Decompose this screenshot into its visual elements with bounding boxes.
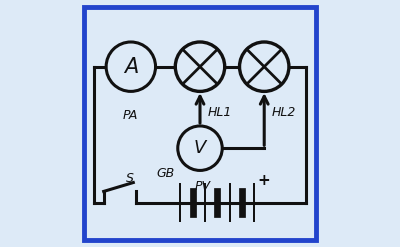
Text: GB: GB	[156, 167, 174, 180]
Text: PV: PV	[194, 180, 210, 193]
Circle shape	[175, 42, 225, 91]
Text: PA: PA	[123, 109, 138, 122]
Circle shape	[106, 42, 156, 91]
Circle shape	[178, 126, 222, 170]
Text: HL2: HL2	[272, 106, 296, 119]
Circle shape	[240, 42, 289, 91]
Text: HL1: HL1	[208, 106, 232, 119]
Text: V: V	[194, 139, 206, 157]
Text: A: A	[124, 57, 138, 77]
Text: +: +	[258, 173, 270, 188]
Text: S: S	[126, 172, 134, 185]
